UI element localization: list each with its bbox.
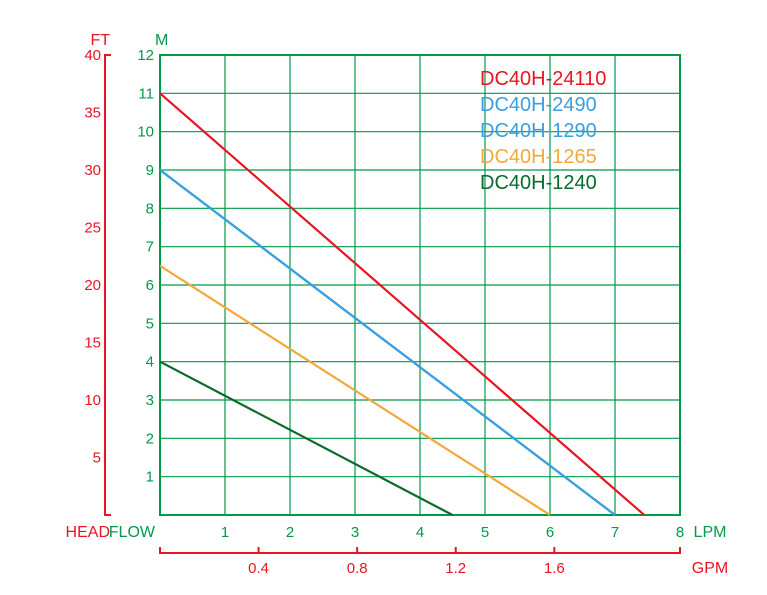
legend-DC40H-24110: DC40H-24110 <box>480 68 606 90</box>
tick-ft: 40 <box>84 47 101 64</box>
chart-bg <box>0 0 767 595</box>
tick-m: 9 <box>146 162 154 179</box>
tick-m: 3 <box>146 392 154 409</box>
tick-lpm: 8 <box>676 524 684 541</box>
tick-m: 6 <box>146 277 154 294</box>
tick-m: 12 <box>137 47 154 64</box>
tick-m: 5 <box>146 315 154 332</box>
tick-ft: 25 <box>84 220 101 237</box>
axis-label-head: HEAD <box>66 524 110 541</box>
tick-m: 10 <box>137 124 154 141</box>
tick-m: 7 <box>146 239 154 256</box>
tick-gpm: 0.4 <box>248 560 269 577</box>
chart-svg: FT403530252015105HEADM121110987654321FLO… <box>0 0 767 595</box>
pump-flow-head-chart: FT403530252015105HEADM121110987654321FLO… <box>0 0 767 595</box>
tick-lpm: 4 <box>416 524 424 541</box>
tick-gpm: 1.2 <box>445 560 466 577</box>
tick-lpm: 1 <box>221 524 229 541</box>
tick-m: 11 <box>138 85 154 102</box>
tick-gpm: 0.8 <box>347 560 368 577</box>
legend-DC40H-2490: DC40H-2490 <box>480 94 597 116</box>
tick-ft: 15 <box>84 335 101 352</box>
tick-ft: 35 <box>84 105 101 122</box>
axis-title-m: M <box>155 32 168 49</box>
tick-lpm: 5 <box>481 524 489 541</box>
legend-DC40H-1240: DC40H-1240 <box>480 172 597 194</box>
tick-gpm: 1.6 <box>544 560 565 577</box>
tick-ft: 10 <box>84 392 101 409</box>
tick-ft: 30 <box>84 162 101 179</box>
tick-lpm: 3 <box>351 524 359 541</box>
axis-title-lpm: LPM <box>694 524 727 541</box>
tick-m: 8 <box>146 200 154 217</box>
tick-ft: 5 <box>93 450 101 467</box>
tick-m: 4 <box>146 354 154 371</box>
tick-m: 2 <box>146 430 154 447</box>
legend-DC40H-1265: DC40H-1265 <box>480 146 597 168</box>
tick-lpm: 6 <box>546 524 554 541</box>
axis-title-gpm: GPM <box>692 560 728 577</box>
tick-ft: 20 <box>84 277 101 294</box>
tick-lpm: 7 <box>611 524 619 541</box>
legend-DC40H-1290: DC40H-1290 <box>480 120 597 142</box>
tick-lpm: 2 <box>286 524 294 541</box>
tick-m: 1 <box>146 469 154 486</box>
axis-label-flow: FLOW <box>109 524 156 541</box>
